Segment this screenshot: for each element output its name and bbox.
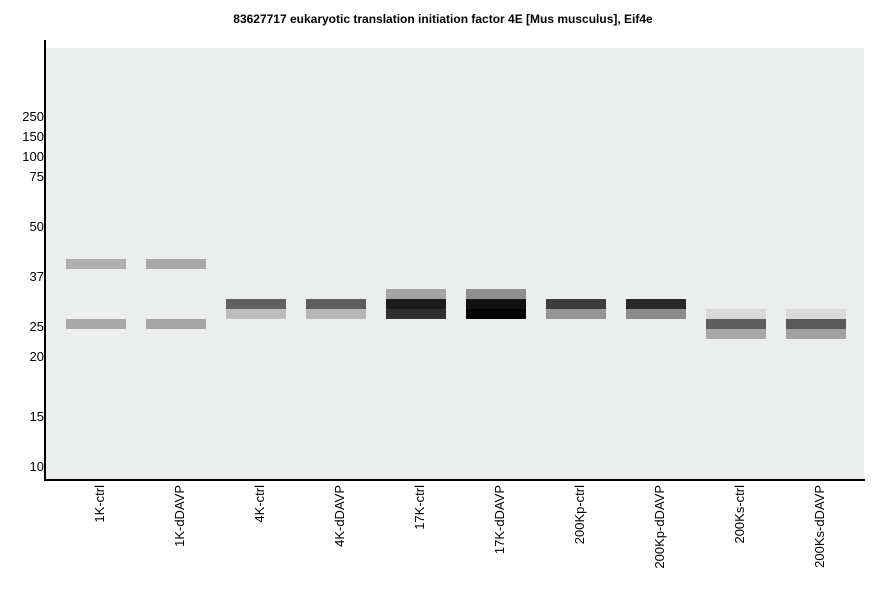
mw-marker-150: 150 (22, 129, 44, 144)
lane-label-200ks-ddavp: 200Ks-dDAVP (812, 485, 827, 568)
band-1k-ddavp (146, 319, 206, 329)
band-17k-ddavp (466, 309, 526, 319)
band-200ks-ctrl (706, 309, 766, 319)
mw-marker-75: 75 (29, 169, 44, 184)
band-200ks-ddavp (786, 309, 846, 319)
lane-label-200kp-ddavp: 200Kp-dDAVP (652, 485, 667, 569)
mw-marker-10: 10 (29, 459, 44, 474)
mw-marker-20: 20 (29, 349, 44, 364)
lane-label-1k-ddavp: 1K-dDAVP (172, 485, 187, 547)
band-17k-ddavp (466, 299, 526, 309)
band-17k-ctrl (386, 299, 446, 309)
band-4k-ddavp (306, 309, 366, 319)
band-200ks-ctrl (706, 319, 766, 329)
band-1k-ctrl (66, 319, 126, 329)
band-200ks-ddavp (786, 329, 846, 339)
lane-label-4k-ddavp: 4K-dDAVP (332, 485, 347, 547)
mw-marker-50: 50 (29, 219, 44, 234)
band-200ks-ctrl (706, 329, 766, 339)
band-17k-ctrl (386, 309, 446, 319)
band-1k-ctrl (66, 259, 126, 269)
y-axis-line (44, 40, 46, 481)
mw-marker-37: 37 (29, 269, 44, 284)
mw-marker-100: 100 (22, 149, 44, 164)
lane-label-200kp-ctrl: 200Kp-ctrl (572, 485, 587, 545)
band-4k-ctrl (226, 309, 286, 319)
mw-marker-15: 15 (29, 409, 44, 424)
band-17k-ctrl (386, 289, 446, 299)
band-17k-ddavp (466, 289, 526, 299)
mw-marker-250: 250 (22, 109, 44, 124)
lane-label-1k-ctrl: 1K-ctrl (92, 485, 107, 523)
lane-label-17k-ddavp: 17K-dDAVP (492, 485, 507, 555)
lane-label-4k-ctrl: 4K-ctrl (252, 485, 267, 523)
band-1k-ddavp (146, 259, 206, 269)
band-4k-ddavp (306, 299, 366, 309)
band-200kp-ddavp (626, 299, 686, 309)
band-200kp-ddavp (626, 309, 686, 319)
blot-title: 83627717 eukaryotic translation initiati… (233, 12, 653, 26)
lane-label-200ks-ctrl: 200Ks-ctrl (732, 485, 747, 544)
band-200kp-ctrl (546, 309, 606, 319)
band-200kp-ctrl (546, 299, 606, 309)
mw-marker-25: 25 (29, 319, 44, 334)
lane-label-17k-ctrl: 17K-ctrl (412, 485, 427, 530)
band-4k-ctrl (226, 299, 286, 309)
x-axis-line (44, 479, 865, 481)
band-200ks-ddavp (786, 319, 846, 329)
